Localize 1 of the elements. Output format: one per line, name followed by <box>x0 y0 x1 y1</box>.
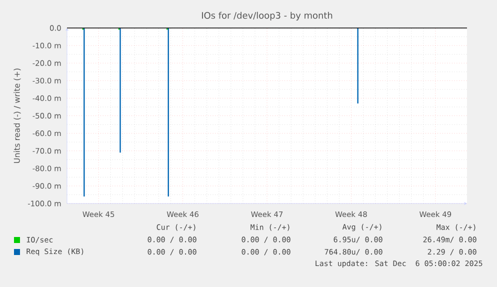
chart-title: IOs for /dev/loop3 - by month <box>202 12 332 20</box>
